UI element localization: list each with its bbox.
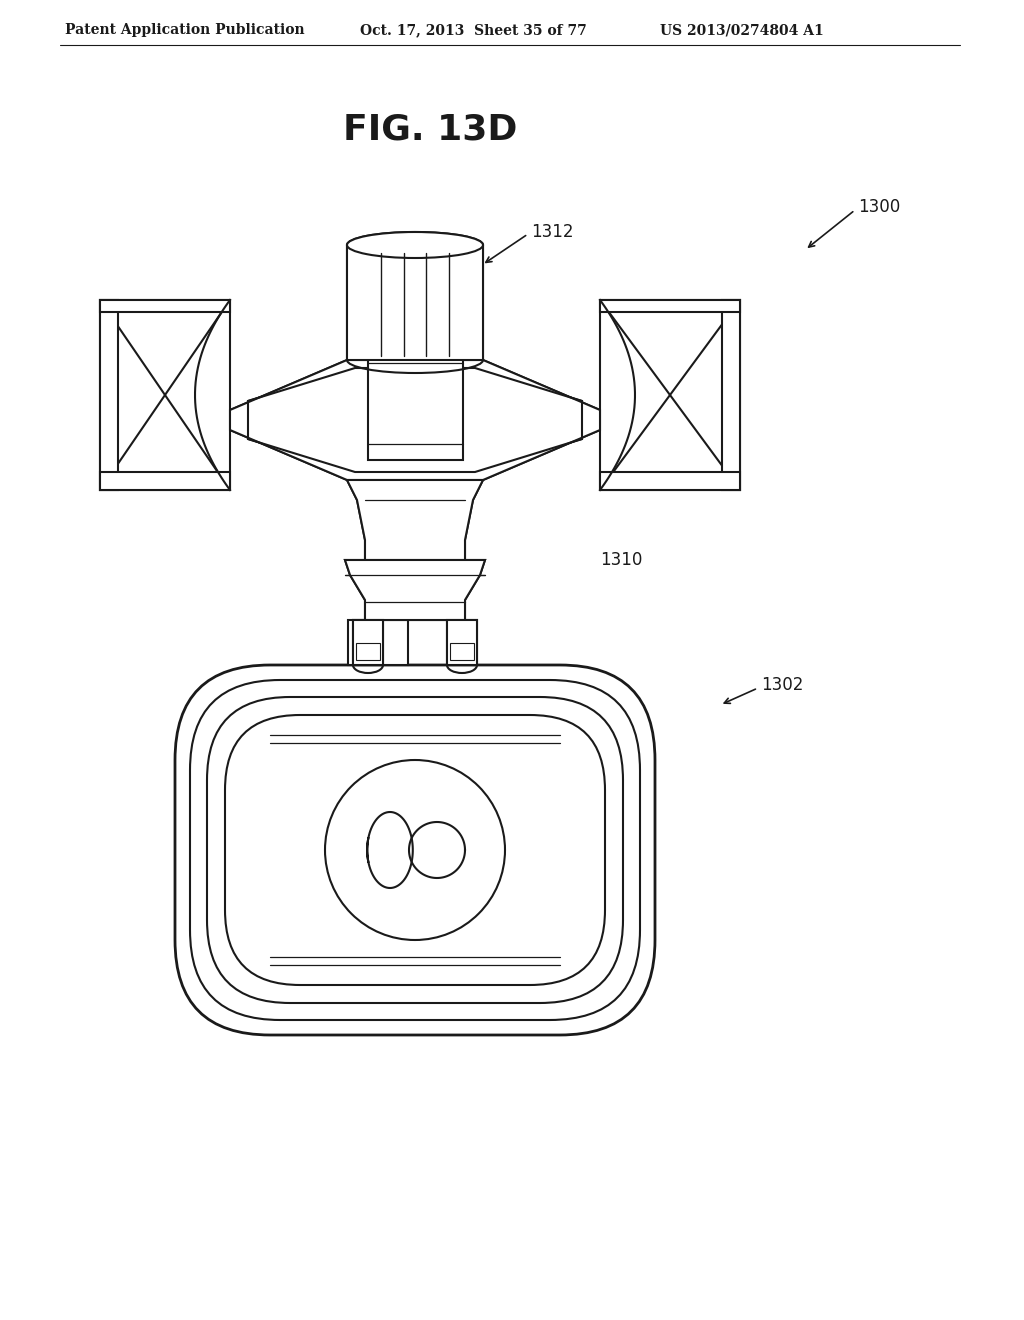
Text: FIG. 13D: FIG. 13D — [343, 114, 517, 147]
Text: 1300: 1300 — [858, 198, 900, 216]
Bar — [368, 345, 463, 459]
Bar — [347, 246, 483, 360]
Bar — [368, 345, 463, 459]
Bar — [600, 300, 740, 312]
Bar — [722, 300, 740, 490]
Bar — [356, 643, 380, 660]
Bar — [100, 300, 230, 490]
Text: Oct. 17, 2013  Sheet 35 of 77: Oct. 17, 2013 Sheet 35 of 77 — [360, 22, 587, 37]
Ellipse shape — [347, 232, 483, 257]
Polygon shape — [347, 480, 483, 560]
Bar — [353, 620, 383, 665]
FancyBboxPatch shape — [207, 697, 623, 1003]
Bar — [447, 620, 477, 665]
Bar — [450, 643, 474, 660]
Bar — [600, 473, 740, 490]
Bar — [348, 620, 408, 665]
Text: 1312: 1312 — [531, 223, 573, 242]
Bar — [100, 300, 118, 490]
Bar — [447, 620, 477, 665]
Polygon shape — [230, 360, 600, 480]
Polygon shape — [347, 480, 483, 560]
Polygon shape — [345, 560, 485, 620]
FancyBboxPatch shape — [225, 715, 605, 985]
FancyBboxPatch shape — [175, 665, 655, 1035]
Text: US 2013/0274804 A1: US 2013/0274804 A1 — [660, 22, 823, 37]
Polygon shape — [230, 360, 600, 480]
Bar — [450, 643, 474, 660]
Text: 1310: 1310 — [600, 550, 642, 569]
Ellipse shape — [347, 232, 483, 257]
Bar — [353, 620, 383, 665]
Bar — [356, 643, 380, 660]
Polygon shape — [345, 560, 485, 620]
Bar — [100, 473, 230, 490]
Bar — [600, 300, 740, 490]
Bar — [100, 300, 230, 312]
FancyBboxPatch shape — [190, 680, 640, 1020]
Bar — [347, 246, 483, 360]
Text: Patent Application Publication: Patent Application Publication — [65, 22, 304, 37]
Text: 1302: 1302 — [761, 676, 804, 694]
